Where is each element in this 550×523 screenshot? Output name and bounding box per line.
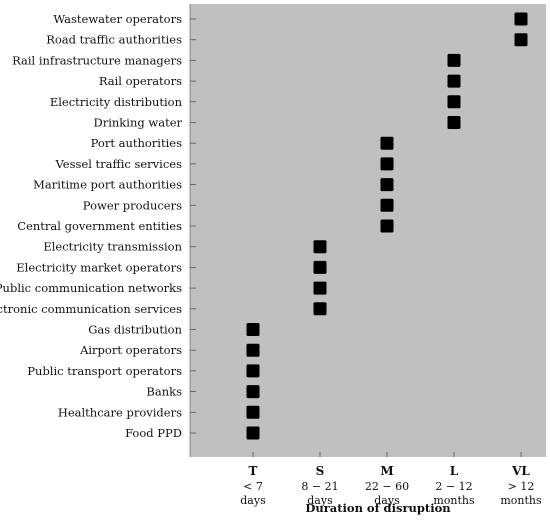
x-tick-label-code: M	[380, 464, 393, 478]
y-tick-label: Healthcare providers	[58, 405, 182, 419]
data-point-marker	[380, 178, 394, 192]
y-tick-label: Electricity transmission	[43, 240, 182, 254]
x-tick-label-line1: > 12	[508, 480, 535, 493]
data-point-marker	[246, 426, 260, 440]
y-tick-label: Maritime port authorities	[33, 178, 182, 192]
data-point-marker	[380, 157, 394, 171]
y-tick-label: Food PPD	[125, 426, 182, 440]
x-tick-label-line1: 22 − 60	[365, 480, 409, 493]
y-tick-label: Electricity market operators	[16, 260, 182, 274]
y-tick-label: Vessel traffic services	[55, 157, 183, 171]
x-tick-label-code: VL	[511, 464, 530, 478]
data-point-marker	[313, 281, 327, 295]
data-markers	[246, 12, 528, 440]
y-tick-label: Drinking water	[94, 116, 183, 130]
y-tick-label: Rail infrastructure managers	[12, 53, 182, 67]
data-point-marker	[246, 343, 260, 357]
y-tick-label: Port authorities	[91, 136, 182, 150]
data-point-marker	[447, 116, 461, 129]
x-tick-label-line1: < 7	[243, 480, 263, 493]
y-tick-label: Public communication networks	[0, 281, 182, 295]
data-point-marker	[447, 74, 461, 88]
x-tick-label-line2: days	[374, 494, 400, 507]
y-tick-label: Airport operators	[79, 343, 182, 357]
y-tick-label: Electricity distribution	[50, 95, 183, 109]
data-point-marker	[514, 33, 528, 47]
x-tick-label-line2: days	[307, 494, 333, 507]
data-point-marker	[514, 12, 528, 26]
x-tick-label-line2: months	[433, 494, 475, 507]
y-tick-label: Road traffic authorities	[46, 33, 182, 47]
x-tick-label-code: T	[249, 464, 258, 478]
x-tick-label-line1: 8 − 21	[301, 480, 338, 493]
data-point-marker	[380, 136, 394, 150]
x-tick-label-line2: months	[500, 494, 542, 507]
data-point-marker	[246, 405, 260, 419]
y-tick-label: Banks	[146, 385, 182, 399]
y-axis-ticks	[190, 18, 196, 434]
y-tick-label: Gas distribution	[88, 323, 182, 337]
data-point-marker	[380, 219, 394, 233]
data-point-marker	[313, 240, 327, 254]
y-tick-label: Public transport operators	[27, 364, 182, 378]
data-point-marker	[380, 198, 394, 212]
plot-area	[190, 4, 546, 457]
x-tick-label-line2: days	[240, 494, 266, 507]
x-tick-label-line1: 2 − 12	[435, 480, 472, 493]
data-point-marker	[313, 260, 327, 274]
data-point-marker	[447, 53, 461, 67]
x-tick-label-code: L	[450, 464, 459, 478]
data-point-marker	[447, 95, 461, 109]
y-axis-labels: Wastewater operators Road traffic authori…	[0, 12, 183, 440]
y-tick-label: Electronic communication services	[0, 302, 182, 316]
y-tick-label: Power producers	[83, 198, 182, 212]
y-tick-label: Wastewater operators	[53, 12, 182, 26]
y-tick-label: Central government entities	[17, 219, 182, 233]
data-point-marker	[313, 302, 327, 316]
data-point-marker	[246, 385, 260, 399]
y-tick-label: Rail operators	[99, 74, 182, 88]
data-point-marker	[246, 364, 260, 378]
x-axis-title: Duration of disruption	[305, 501, 451, 515]
data-point-marker	[246, 323, 260, 336]
x-tick-label-code: S	[316, 464, 325, 478]
